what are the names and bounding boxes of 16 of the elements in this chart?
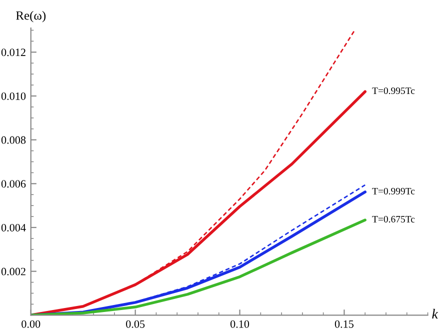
y-tick-label: 0.004	[1, 224, 26, 232]
y-tick-label: 0.012	[1, 48, 26, 56]
y-tick-label: 0.006	[1, 180, 26, 188]
y-tick-label: 0.010	[1, 92, 26, 100]
x-axis-title: k	[432, 308, 438, 318]
x-tick-label: 0.05	[126, 320, 145, 328]
x-tick-label: 0.15	[334, 320, 354, 328]
y-tick-label: 0.008	[1, 136, 26, 144]
x-tick-label: 0.00	[22, 320, 40, 328]
series-label: T=0.999Tc	[372, 188, 415, 194]
y-axis-title: Re(ω)	[16, 10, 46, 22]
x-tick-label: 0.10	[230, 320, 250, 328]
series-label: T=0.675Tc	[372, 216, 415, 223]
line-series	[30, 218, 366, 316]
y-tick-label: 0.002	[1, 268, 26, 276]
series-label: T=0.995Tc	[372, 87, 415, 94]
